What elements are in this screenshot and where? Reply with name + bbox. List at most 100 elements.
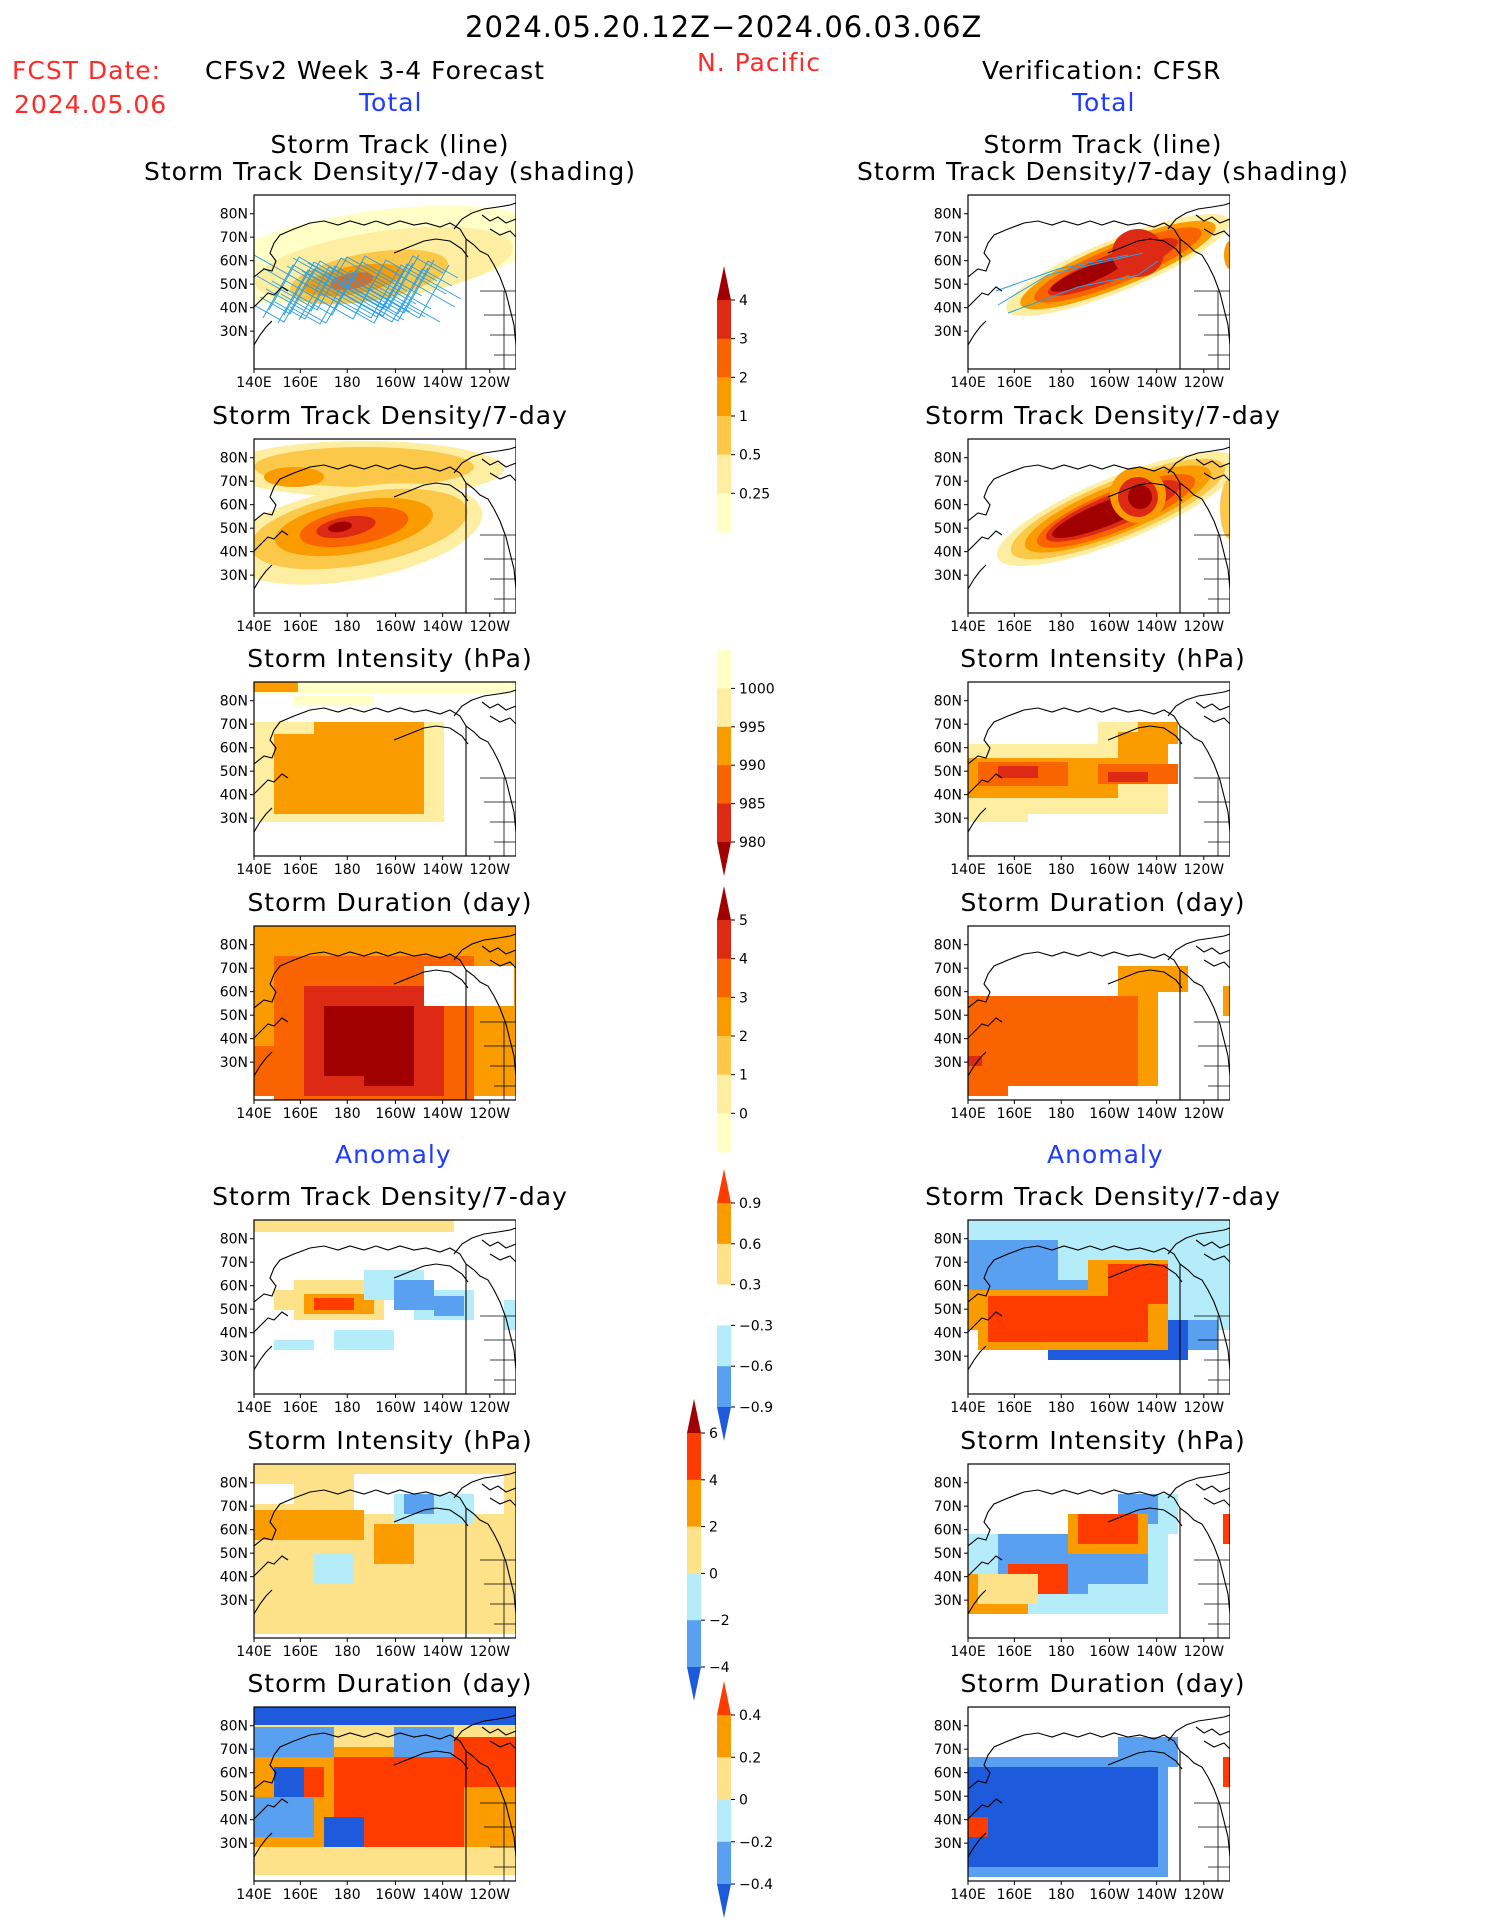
lon-tick-label: 160E: [283, 1887, 319, 1903]
left-track-title: Storm Track (line) Storm Track Density/7…: [143, 130, 637, 186]
lat-tick-label: 40N: [934, 301, 962, 317]
lon-tick-label: 120W: [1184, 619, 1225, 635]
lon-tick-label: 140E: [236, 375, 272, 391]
lon-tick-label: 120W: [1184, 1887, 1225, 1903]
lat-tick-label: 70N: [220, 961, 248, 977]
colorbar-tick-label: 0.2: [739, 1750, 761, 1766]
lat-tick-label: 80N: [220, 1232, 248, 1248]
lon-tick-label: 140E: [236, 1644, 272, 1660]
lat-tick-label: 40N: [220, 1570, 248, 1586]
lon-tick-label: 160E: [997, 862, 1033, 878]
lat-tick-label: 60N: [934, 1766, 962, 1782]
lat-tick-label: 50N: [220, 1789, 248, 1805]
lat-tick-label: 70N: [934, 1499, 962, 1515]
lon-tick-label: 140W: [1136, 1400, 1177, 1416]
lon-tick-label: 160W: [375, 375, 416, 391]
colorbar-tick-label: 2: [739, 370, 748, 386]
colorbar-density-anom: 0.9 0.6 0.3 −0.3 −0.6 −0.9: [717, 1169, 773, 1441]
right-total-label: Total: [1072, 88, 1136, 117]
lon-tick-label: 160W: [1089, 1106, 1130, 1122]
lon-tick-label: 140W: [1136, 1106, 1177, 1122]
map-left-anom-duration: 80N 70N 60N 50N 40N 30N 140E 160E 180 160W 140W 120…: [216, 1705, 516, 1903]
lon-tick-label: 180: [1048, 862, 1075, 878]
map-left-density: 80N 70N 60N 50N 40N 30N 140E 160E 180 160W 140W 120…: [216, 437, 516, 635]
left-anomaly-label: Anomaly: [335, 1140, 452, 1169]
lat-tick-label: 40N: [220, 545, 248, 561]
lat-tick-label: 70N: [934, 1742, 962, 1758]
map-right-anom-duration: 80N 70N 60N 50N 40N 30N 140E 160E 180 160W 140W 120…: [930, 1705, 1230, 1903]
lat-tick-label: 40N: [934, 788, 962, 804]
lon-tick-label: 180: [1048, 1644, 1075, 1660]
lon-tick-label: 120W: [1184, 1106, 1225, 1122]
lon-tick-label: 120W: [470, 375, 511, 391]
lon-tick-label: 160W: [375, 619, 416, 635]
lat-tick-label: 60N: [934, 498, 962, 514]
lon-tick-label: 160W: [1089, 1644, 1130, 1660]
lat-tick-label: 70N: [934, 1255, 962, 1271]
lat-tick-label: 80N: [220, 1476, 248, 1492]
lon-tick-label: 180: [334, 1400, 361, 1416]
lon-tick-label: 140E: [236, 1887, 272, 1903]
colorbar-tick-label: 4: [739, 293, 748, 309]
lat-tick-label: 30N: [934, 1836, 962, 1852]
lat-tick-label: 70N: [220, 1255, 248, 1271]
lat-tick-label: 40N: [220, 788, 248, 804]
lat-tick-label: 80N: [934, 207, 962, 223]
lat-tick-label: 30N: [220, 324, 248, 340]
right-anom-intensity-title: Storm Intensity (hPa): [960, 1426, 1246, 1455]
lon-tick-label: 140E: [950, 1106, 986, 1122]
lon-tick-label: 140E: [950, 1644, 986, 1660]
left-anom-density-title: Storm Track Density/7-day: [212, 1182, 568, 1211]
colorbar-tick-label: −0.9: [739, 1400, 773, 1416]
lat-tick-label: 30N: [934, 324, 962, 340]
colorbar-tick-label: 0.25: [739, 486, 770, 502]
map-right-duration: 80N 70N 60N 50N 40N 30N 140E 160E 180 160W 140W 120…: [930, 924, 1230, 1122]
map-left-anom-density: 80N 70N 60N 50N 40N 30N 140E 160E 180 160W 140W 120…: [216, 1218, 516, 1416]
lon-tick-label: 160E: [283, 862, 319, 878]
right-column-title: Verification: CFSR: [982, 56, 1222, 85]
lon-tick-label: 160E: [283, 619, 319, 635]
lon-tick-label: 160E: [997, 1887, 1033, 1903]
lon-tick-label: 160W: [375, 1644, 416, 1660]
map-right-density: 80N 70N 60N 50N 40N 30N 140E 160E 180 160W 140W 120…: [930, 437, 1230, 635]
lon-tick-label: 180: [334, 1887, 361, 1903]
lon-tick-label: 160W: [375, 1400, 416, 1416]
colorbar-tick-label: −4: [709, 1660, 730, 1676]
lat-tick-label: 70N: [934, 230, 962, 246]
lat-tick-label: 30N: [934, 1349, 962, 1365]
lon-tick-label: 180: [1048, 1400, 1075, 1416]
lat-tick-label: 30N: [220, 1349, 248, 1365]
lon-tick-label: 140E: [950, 1400, 986, 1416]
lat-tick-label: 70N: [934, 961, 962, 977]
lat-tick-label: 70N: [220, 717, 248, 733]
lat-tick-label: 60N: [934, 741, 962, 757]
lon-tick-label: 120W: [470, 862, 511, 878]
lat-tick-label: 80N: [220, 694, 248, 710]
lat-tick-label: 50N: [934, 1546, 962, 1562]
lat-tick-label: 50N: [934, 277, 962, 293]
map-left-intensity: 80N 70N 60N 50N 40N 30N 140E 160E 180 160W 140W 120…: [216, 680, 516, 878]
lon-tick-label: 120W: [470, 1106, 511, 1122]
lon-tick-label: 160W: [1089, 375, 1130, 391]
lat-tick-label: 50N: [220, 1546, 248, 1562]
lon-tick-label: 120W: [1184, 862, 1225, 878]
map-right-intensity: 80N 70N 60N 50N 40N 30N 140E 160E 180 160W 140W 120…: [930, 680, 1230, 878]
map-right-track: 80N 70N 60N 50N 40N 30N 140E 160E 180 160W 140W 120…: [930, 193, 1230, 391]
region-label: N. Pacific: [697, 48, 822, 77]
colorbar-tick-label: 2: [739, 1029, 748, 1045]
map-right-anom-intensity: 80N 70N 60N 50N 40N 30N 140E 160E 180 160W 140W 120…: [930, 1462, 1230, 1660]
lat-tick-label: 50N: [220, 277, 248, 293]
lat-tick-label: 80N: [934, 694, 962, 710]
lon-tick-label: 120W: [470, 1887, 511, 1903]
lat-tick-label: 60N: [934, 1279, 962, 1295]
lon-tick-label: 140E: [950, 862, 986, 878]
map-right-anom-density: 80N 70N 60N 50N 40N 30N 140E 160E 180 160W 140W 120…: [930, 1218, 1230, 1416]
colorbar-tick-label: 4: [709, 1473, 718, 1489]
lat-tick-label: 70N: [220, 474, 248, 490]
map-left-anom-intensity: 80N 70N 60N 50N 40N 30N 140E 160E 180 160W 140W 120…: [216, 1462, 516, 1660]
lat-tick-label: 60N: [220, 741, 248, 757]
lat-tick-label: 40N: [220, 1813, 248, 1829]
colorbar-tick-label: 985: [739, 797, 766, 813]
lat-tick-label: 60N: [220, 1766, 248, 1782]
lat-tick-label: 50N: [934, 1789, 962, 1805]
